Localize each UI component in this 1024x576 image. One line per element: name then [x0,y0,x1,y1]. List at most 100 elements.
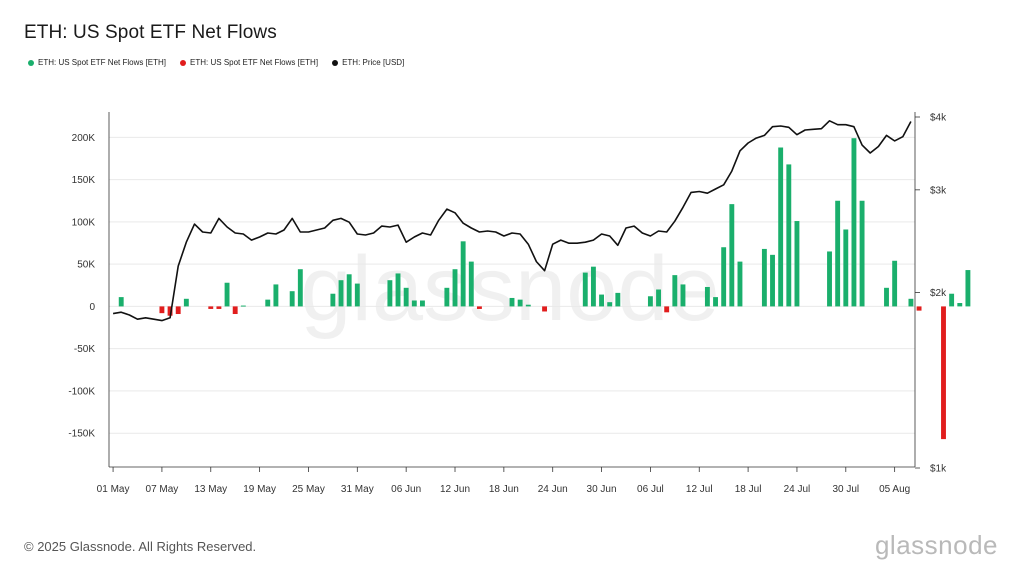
y-tick-label: 100K [72,217,96,228]
inflow-bar [509,297,515,307]
inflow-bar [582,272,588,307]
outflow-bar [916,306,922,311]
inflow-bar [354,283,360,307]
x-tick-label: 19 May [243,484,276,495]
outflow-bar [542,306,548,312]
inflow-bar [672,275,678,307]
y-tick-label: -50K [74,344,95,355]
legend-label-outflows: ETH: US Spot ETF Net Flows [ETH] [190,58,319,67]
y-right-tick-label: $3k [930,185,947,196]
outflow-bar [167,306,173,316]
inflow-bar [680,284,686,307]
legend-item-price[interactable]: ETH: Price [USD] [332,58,404,67]
y-right-tick-label: $1k [930,464,947,475]
outflow-bar [476,306,482,309]
inflow-bar [656,289,661,307]
x-tick-label: 12 Jul [686,484,713,495]
inflow-bar [884,287,889,307]
inflow-bar [590,266,596,307]
inflow-bar [265,299,271,307]
inflow-bar [615,292,621,307]
inflow-bar [420,300,425,307]
x-tick-label: 18 Jul [735,484,762,495]
legend-dot-outflows [180,59,187,66]
inflow-bar [786,164,792,307]
legend-dot-price [332,59,339,66]
y-tick-label: 0 [89,302,95,313]
x-tick-label: 31 May [341,484,374,495]
outflow-bar [664,306,670,313]
inflow-bar [761,248,767,307]
inflow-bar [297,269,303,307]
x-tick-label: 01 May [97,484,130,495]
inflow-bar [468,261,474,307]
inflow-bar [794,221,800,307]
inflow-bar [892,260,898,307]
outflow-bar [208,306,214,309]
inflow-bar [704,286,710,307]
x-tick-label: 25 May [292,484,325,495]
inflow-bar [338,280,344,307]
x-tick-label: 07 May [146,484,179,495]
inflow-bar [289,291,295,307]
x-tick-label: 06 Jul [637,484,664,495]
inflow-bar [224,282,230,307]
inflow-bar [599,294,604,307]
y-tick-label: 50K [77,260,95,271]
x-tick-label: 30 Jun [587,484,617,495]
inflow-bar [965,270,971,307]
inflow-bar [444,287,450,307]
y-tick-label: -150K [68,429,95,440]
inflow-bar [721,247,727,307]
inflow-bar [395,273,401,307]
brand-logo: glassnode [874,530,998,560]
outflow-bar [175,306,181,315]
legend-label-inflows: ETH: US Spot ETF Net Flows [ETH] [38,58,167,67]
inflow-bar [183,298,189,307]
legend-item-outflows[interactable]: ETH: US Spot ETF Net Flows [ETH] [180,58,318,67]
outflow-bar [216,306,222,309]
inflow-bar [949,293,955,307]
outflow-bar [941,306,946,440]
price-line [112,120,912,322]
legend-label-price: ETH: Price [USD] [342,58,405,67]
x-tick-label: 13 May [194,484,227,495]
inflow-bar [460,241,466,307]
inflow-bar [827,251,832,307]
outflow-bar [159,306,165,314]
x-tick-label: 06 Jun [391,484,421,495]
inflow-bar [607,302,613,307]
y-tick-label: 150K [72,175,96,186]
inflow-bar [908,298,914,307]
chart-title: ETH: US Spot ETF Net Flows [24,22,277,43]
inflow-bar [737,261,743,307]
inflow-bar [273,284,279,307]
x-tick-label: 05 Aug [879,484,910,495]
inflow-bar [387,280,393,307]
inflow-bar [859,200,865,307]
x-tick-label: 12 Jun [440,484,470,495]
inflow-bar [452,269,458,307]
inflow-bar [240,305,246,307]
inflow-bar [843,229,849,307]
inflow-bar [957,303,963,307]
legend-dot-inflows [28,59,34,66]
inflow-bar [778,147,784,307]
x-tick-label: 30 Jul [832,484,859,495]
inflow-bar [330,293,336,307]
legend-item-inflows[interactable]: ETH: US Spot ETF Net Flows [ETH] [28,58,166,67]
y-right-tick-label: $4k [930,113,947,124]
inflow-bar [411,300,417,307]
copyright-footer: © 2025 Glassnode. All Rights Reserved. [24,539,257,554]
inflow-bar [729,204,735,307]
y-tick-label: 200K [72,133,96,144]
inflow-bar [647,296,653,307]
price-series [112,120,912,322]
y-tick-label: -100K [68,386,95,397]
inflow-bar [346,274,352,307]
inflow-bar [517,299,523,307]
legend: ETH: US Spot ETF Net Flows [ETH] ETH: US… [28,58,404,67]
inflow-bar [118,297,124,307]
inflow-bar [770,254,775,307]
